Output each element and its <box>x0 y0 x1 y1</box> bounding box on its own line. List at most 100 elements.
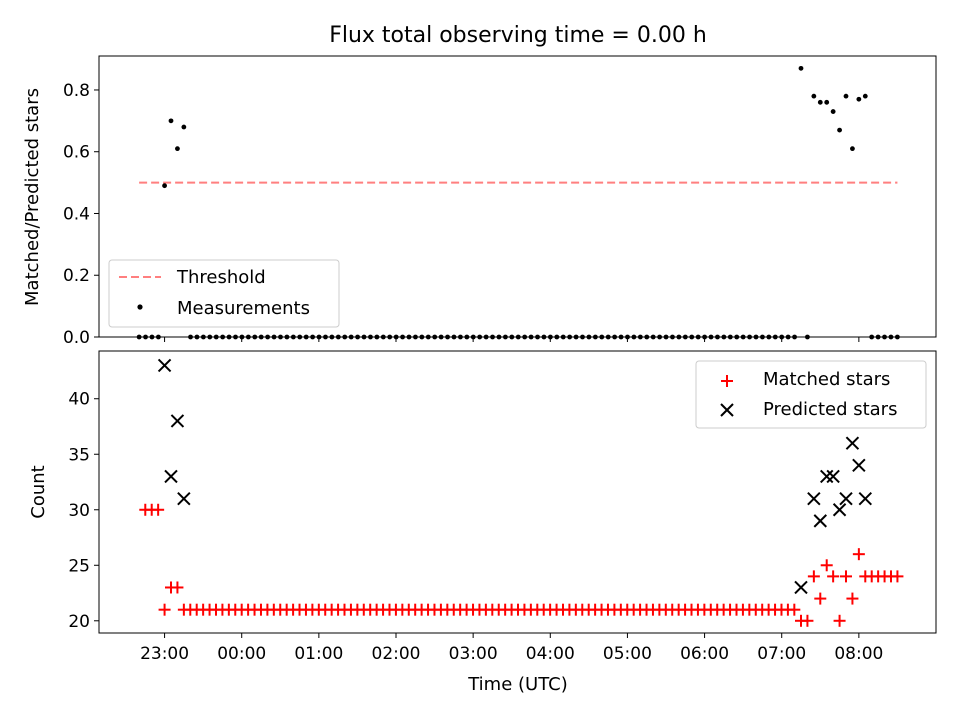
predicted-point <box>826 469 840 484</box>
count-x-tick-label: 04:00 <box>526 644 575 664</box>
measurement-point <box>650 334 656 340</box>
ratio-y-tick-label: 0.0 <box>63 328 90 348</box>
measurement-point <box>850 146 855 152</box>
measurement-point <box>136 334 142 340</box>
measurement-point <box>592 334 598 340</box>
predicted-legend-label: Predicted stars <box>763 399 897 420</box>
measurement-point <box>451 334 457 340</box>
measurement-point <box>188 334 193 340</box>
measurement-point <box>290 334 296 340</box>
measurement-point <box>637 334 643 340</box>
ratio-y-axis-label: Matched/Predicted stars <box>22 88 43 306</box>
measurement-point <box>226 334 232 340</box>
predicted-point <box>813 514 827 528</box>
predicted-point-b <box>820 469 834 484</box>
matched-point <box>833 614 846 627</box>
measurement-point <box>335 334 341 340</box>
measurements-legend-label: Measurements <box>177 298 310 319</box>
measurement-point <box>252 334 258 340</box>
count-panel: 20 25 30 35 40 23:00 00:00 01:00 02:00 03:00 04:00… <box>28 350 937 695</box>
predicted-point <box>820 469 834 484</box>
measurement-point <box>168 118 174 124</box>
ratio-y-tick-label: 0.2 <box>63 266 90 286</box>
ratio-legend-box <box>108 259 340 328</box>
measurement-point <box>862 93 868 99</box>
threshold-legend-label: Threshold <box>176 267 266 288</box>
measurement-point <box>843 93 849 99</box>
measurement-point <box>535 334 540 340</box>
measurement-point <box>316 334 322 340</box>
matched-point <box>827 570 840 583</box>
measurement-point <box>670 334 675 340</box>
predicted-point <box>794 580 808 595</box>
measurement-point <box>509 334 515 340</box>
count-y-axis-label: Count <box>28 465 49 518</box>
measurement-point <box>875 334 881 340</box>
matched-point <box>807 570 820 583</box>
matched-point <box>814 592 827 605</box>
measurement-point <box>162 183 167 189</box>
measurement-point <box>213 334 219 340</box>
count-y-tick-label: 40 <box>68 390 90 410</box>
measurement-point <box>342 334 348 340</box>
measurement-point <box>458 334 463 340</box>
predicted-point <box>858 491 872 506</box>
measurement-point <box>438 334 444 340</box>
measurement-point <box>689 334 695 340</box>
measurement-point <box>824 99 830 105</box>
measurement-point <box>740 334 746 340</box>
predicted-point-b <box>852 458 866 473</box>
predicted-legend-swatch <box>720 403 734 417</box>
chart-title: Flux total observing time = 0.00 h <box>329 23 707 48</box>
count-x-tick-label: 03:00 <box>449 644 498 664</box>
measurement-point <box>445 334 450 340</box>
measurement-point <box>560 334 566 340</box>
measurement-point <box>239 334 245 340</box>
predicted-point-b <box>177 491 191 506</box>
measurement-point <box>278 334 283 340</box>
measurement-point <box>830 109 836 114</box>
measurement-point <box>194 334 200 340</box>
predicted-point-b <box>839 491 853 506</box>
measurement-point <box>355 334 360 340</box>
measurement-point <box>869 334 875 340</box>
matched-point <box>171 581 184 594</box>
measurement-point <box>419 334 425 340</box>
ratio-legend: Threshold Measurements <box>108 259 340 328</box>
measurement-point <box>631 334 637 340</box>
predicted-point <box>845 436 860 450</box>
measurement-point <box>200 334 206 340</box>
matched-point <box>852 548 865 561</box>
measurement-point <box>785 334 791 340</box>
measurement-point <box>380 334 386 340</box>
measurement-point <box>323 334 328 340</box>
measurement-point <box>747 334 752 340</box>
measurement-point <box>348 334 354 340</box>
measurement-point <box>284 334 290 340</box>
measurement-point <box>149 334 155 340</box>
measurement-point <box>695 334 701 340</box>
count-plot-frame <box>98 350 937 634</box>
measurement-point <box>245 334 251 340</box>
count-x-tick-label: 01:00 <box>294 644 343 664</box>
count-y-tick-label: 35 <box>68 445 90 465</box>
measurement-point <box>496 334 502 340</box>
predicted-point-b <box>170 414 185 428</box>
matched-point <box>891 570 904 583</box>
measurement-point <box>490 334 495 340</box>
measurement-point <box>220 334 226 340</box>
count-x-tick-label: 05:00 <box>603 644 652 664</box>
measurement-point <box>515 334 521 340</box>
predicted-point <box>177 491 191 506</box>
predicted-point-b <box>826 469 840 484</box>
measurement-point <box>811 93 817 99</box>
measurement-point <box>772 334 778 340</box>
measurement-point <box>554 334 560 340</box>
measurement-point <box>368 334 373 340</box>
predicted-point <box>839 491 853 506</box>
predicted-point <box>170 414 185 428</box>
measurement-point <box>805 334 810 340</box>
measurement-point <box>175 146 180 152</box>
count-legend-box <box>695 360 927 429</box>
